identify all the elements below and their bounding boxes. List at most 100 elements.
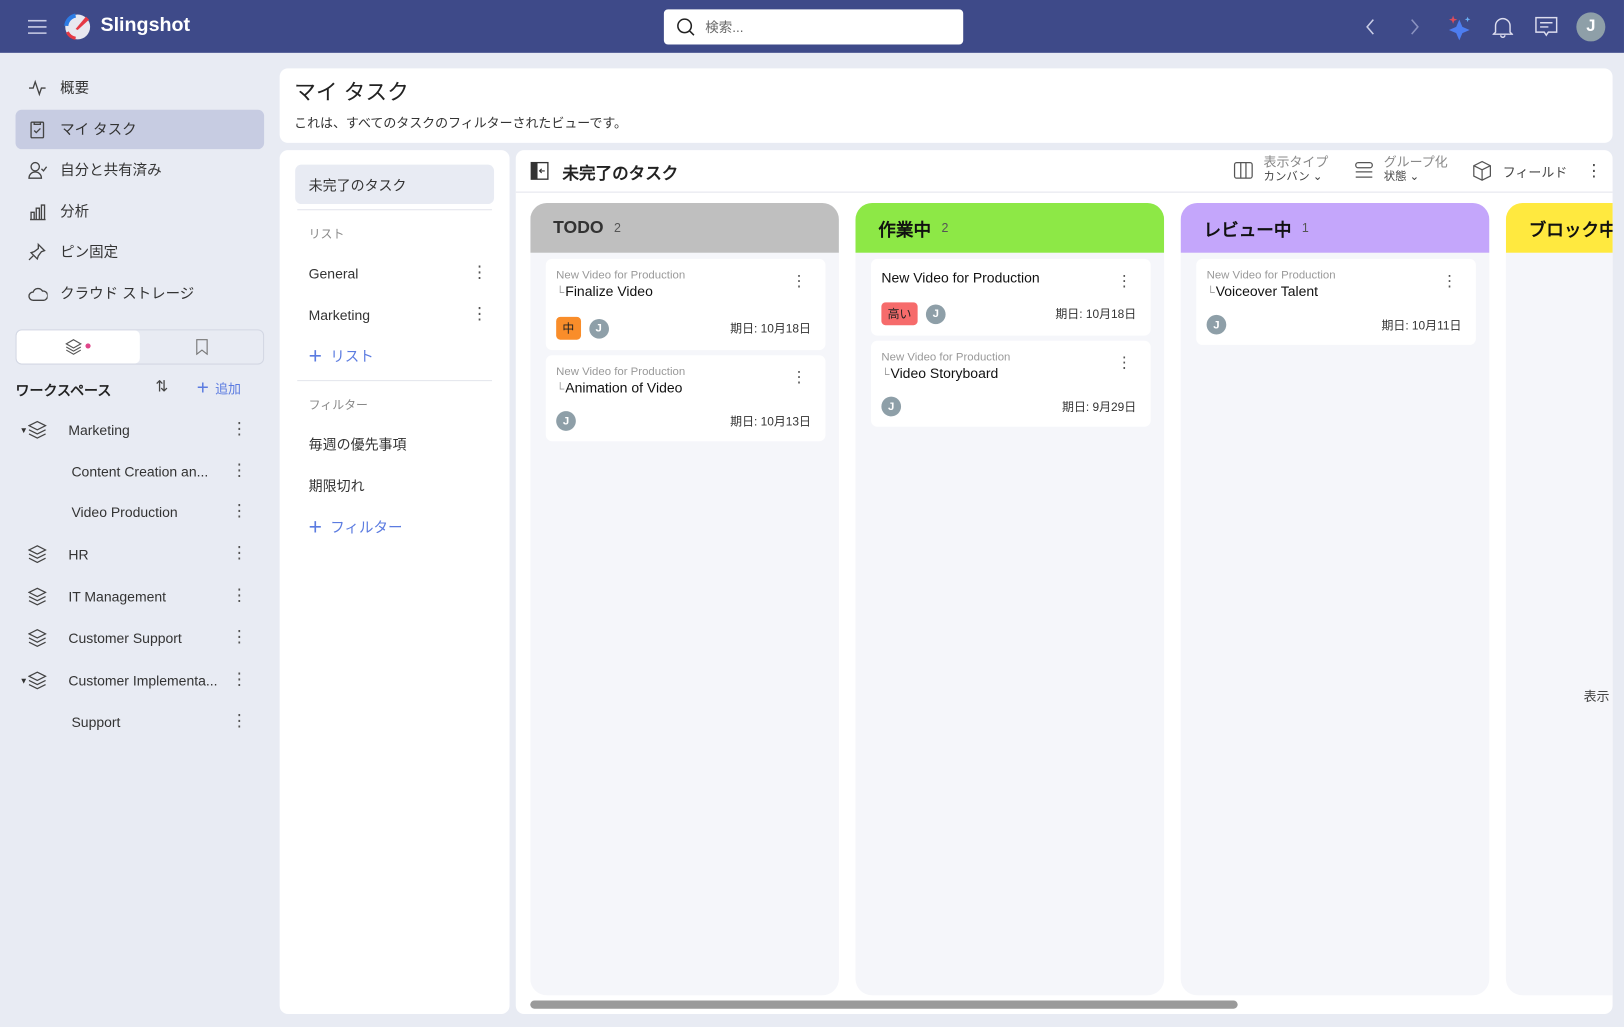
box-icon	[1473, 160, 1491, 181]
due-date: 期日: 10月13日	[730, 415, 811, 429]
group-by-button[interactable]: グループ化 状態 ⌄	[1355, 155, 1448, 184]
list-item-marketing[interactable]: Marketing ⋮	[308, 305, 488, 324]
bar-chart-icon	[30, 203, 46, 220]
task-card[interactable]: New Video for Production └Animation of Vi…	[545, 355, 826, 442]
fields-button[interactable]: フィールド	[1472, 160, 1567, 182]
assignee-avatar: J	[881, 396, 902, 417]
more-icon[interactable]: ⋮	[471, 305, 488, 324]
task-title: Video Storyboard	[890, 365, 999, 382]
assignee-avatar: J	[588, 318, 609, 339]
workspace-item[interactable]: Content Creation an... ⋮	[71, 461, 248, 480]
due-date: 期日: 9月29日	[1062, 401, 1137, 414]
tab-workspaces[interactable]	[16, 330, 140, 364]
priority-badge: 高い	[881, 302, 918, 326]
more-icon[interactable]: ⋮	[1116, 272, 1133, 290]
workspace-item[interactable]: HR ⋮	[16, 536, 254, 571]
horizontal-scrollbar[interactable]	[530, 1000, 1238, 1009]
task-card[interactable]: New Video for Production └Video Storyboar…	[871, 340, 1151, 427]
cloud-icon	[28, 287, 48, 301]
sidebar-item-label: 分析	[60, 202, 90, 220]
view-type-button[interactable]: 表示タイプ カンバン ⌄	[1233, 155, 1328, 184]
search-box[interactable]	[663, 9, 964, 45]
more-icon[interactable]: ⋮	[230, 628, 248, 647]
task-title: New Video for Production	[881, 270, 1040, 286]
task-card[interactable]: New Video for Production ⋮ 高い J 期日: 10月18日	[871, 258, 1151, 336]
caret-down-icon[interactable]: ▼	[19, 425, 28, 435]
user-avatar[interactable]: J	[1576, 12, 1606, 42]
layers-icon	[27, 545, 47, 564]
due-date: 期日: 10月18日	[1055, 308, 1137, 322]
add-workspace-button[interactable]: + 追加	[196, 376, 242, 400]
kanban-column: レビュー中 1 New Video for Production └Voiceover…	[1180, 202, 1490, 996]
more-icon[interactable]: ⋮	[1441, 272, 1458, 290]
kanban-column: 作業中 2 New Video for Production ⋮ 高い J 期日: 10月1…	[855, 202, 1165, 996]
parent-task: New Video for Production	[1206, 269, 1336, 282]
column-header[interactable]: レビュー中 1	[1180, 202, 1490, 253]
workspace-item[interactable]: Customer Support ⋮	[16, 620, 254, 655]
more-icon[interactable]: ⋮	[471, 264, 488, 282]
views-panel	[279, 150, 510, 1014]
subtask-indent-icon: └	[881, 368, 890, 382]
column-header[interactable]: 作業中 2	[855, 202, 1165, 253]
ai-sparkle-icon[interactable]	[1446, 13, 1473, 41]
kanban-column: TODO 2 New Video for Production └Finalize V…	[530, 202, 839, 996]
columns-icon	[1233, 161, 1253, 179]
search-input[interactable]	[705, 19, 934, 35]
more-icon[interactable]: ⋮	[230, 587, 248, 605]
sidebar-item-0[interactable]: 概要	[16, 68, 265, 107]
task-card[interactable]: New Video for Production └Voiceover Talen…	[1196, 258, 1476, 345]
more-icon[interactable]: ⋮	[791, 368, 807, 387]
filter-weekly-priorities[interactable]: 毎週の優先事項	[308, 437, 407, 453]
more-icon[interactable]: ⋮	[791, 272, 807, 290]
subtask-indent-icon: └	[1206, 286, 1215, 300]
column-header[interactable]: ブロック中0	[1505, 202, 1613, 253]
sidebar-item-label: ピン固定	[60, 243, 119, 260]
sidebar-item-4[interactable]: ピン固定	[16, 232, 265, 271]
sort-icon[interactable]: ⇅	[155, 378, 169, 396]
layers-icon	[27, 629, 47, 647]
sidebar-item-label: 自分と共有済み	[60, 161, 162, 179]
column-header[interactable]: TODO 2	[530, 202, 839, 253]
empty-column-text: 表示	[1583, 689, 1610, 705]
sidebar-item-2[interactable]: 自分と共有済み	[16, 150, 265, 189]
more-icon[interactable]: ⋮	[1116, 354, 1133, 372]
more-icon[interactable]: ⋮	[230, 671, 248, 689]
workspace-item[interactable]: Video Production ⋮	[71, 502, 248, 520]
more-icon[interactable]: ⋮	[230, 461, 248, 480]
workspace-item[interactable]: IT Management ⋮	[16, 579, 254, 614]
task-card[interactable]: New Video for Production └Finalize Video ⋮…	[545, 258, 826, 351]
sidebar-item-5[interactable]: クラウド ストレージ	[16, 273, 265, 312]
menu-icon[interactable]	[25, 14, 50, 39]
page-header	[279, 68, 1613, 143]
forward-icon[interactable]	[1403, 14, 1426, 39]
list-item-general[interactable]: General ⋮	[308, 264, 488, 282]
task-title: Voiceover Talent	[1215, 283, 1319, 300]
assignee-avatar: J	[925, 303, 946, 324]
sidebar-item-1[interactable]: マイ タスク	[15, 109, 265, 150]
back-icon[interactable]	[1359, 14, 1382, 39]
logo[interactable]: Slingshot	[63, 11, 190, 40]
more-options-icon[interactable]: ⋮	[1585, 162, 1603, 181]
view-incomplete-tasks[interactable]: 未完了のタスク	[295, 164, 495, 205]
sidebar-item-3[interactable]: 分析	[16, 192, 265, 231]
more-icon[interactable]: ⋮	[230, 544, 248, 563]
collapse-panel-icon[interactable]	[530, 161, 549, 186]
more-icon[interactable]: ⋮	[230, 420, 248, 439]
caret-down-icon[interactable]: ▼	[19, 675, 28, 686]
page-subtitle: これは、すべてのタスクのフィルターされたビューです。	[294, 115, 628, 131]
bell-icon[interactable]	[1490, 13, 1515, 40]
filter-overdue[interactable]: 期限切れ	[308, 478, 365, 495]
workspace-item[interactable]: ▼ Customer Implementa... ⋮	[16, 663, 254, 698]
pin-icon	[28, 242, 46, 260]
chat-icon[interactable]	[1534, 13, 1559, 40]
due-date: 期日: 10月18日	[730, 323, 811, 336]
workspace-item[interactable]: ▼ Marketing ⋮	[16, 412, 254, 447]
add-filter-button[interactable]: + フィルター	[308, 513, 403, 540]
tab-bookmarks[interactable]	[140, 330, 263, 363]
divider	[297, 380, 492, 382]
add-list-button[interactable]: + リスト	[308, 342, 374, 369]
workspace-item[interactable]: Support ⋮	[71, 712, 248, 731]
more-icon[interactable]: ⋮	[230, 712, 248, 731]
more-icon[interactable]: ⋮	[230, 502, 248, 520]
chevron-down-icon: ⌄	[1409, 170, 1420, 184]
